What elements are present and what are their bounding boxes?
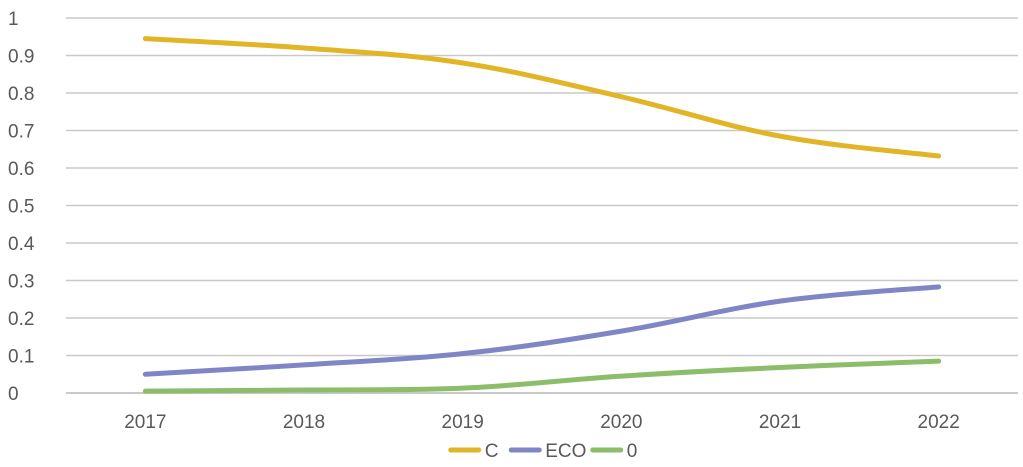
legend: C ECO 0 [448,441,638,462]
data-point [778,134,783,139]
data-point [143,389,148,394]
legend-item-0: 0 [590,441,638,462]
series-line-c [142,36,942,159]
series-c [142,36,942,159]
legend-label: ECO [545,441,586,462]
y-tick-label: 0.3 [8,272,34,293]
y-tick-label: 0.2 [8,309,34,330]
data-point [143,36,148,41]
x-tick-label: 2018 [283,412,325,433]
data-point [302,388,307,393]
x-tick-label: 2019 [442,412,484,433]
x-tick-label: 2020 [600,412,642,433]
data-point [936,359,941,364]
series-0 [142,358,942,394]
data-point [302,46,307,51]
data-point [936,284,941,289]
data-point [619,94,624,99]
data-point [460,386,465,391]
series-line-0 [142,358,942,394]
x-tick-label: 2017 [124,412,166,433]
series-line-eco [142,284,942,377]
y-tick-label: 0.7 [8,122,34,143]
y-tick-label: 0 [8,384,19,405]
legend-item-eco: ECO [508,441,586,462]
legend-label: C [485,441,499,462]
data-point [460,61,465,66]
y-tick-label: 0.8 [8,84,34,105]
y-tick-label: 1 [8,9,19,30]
y-axis: 0 0.1 0.2 0.3 0.4 0.5 0.6 0.7 0.8 0.9 1 [8,9,35,405]
legend-label: 0 [627,441,638,462]
data-point [619,374,624,379]
data-point [936,154,941,159]
y-tick-label: 0.9 [8,47,34,68]
y-tick-label: 0.4 [8,234,35,255]
data-point [302,362,307,367]
gridlines [66,17,1018,394]
y-tick-label: 0.6 [8,159,34,180]
plot-area [142,36,942,394]
data-point [143,372,148,377]
y-tick-label: 0.5 [8,197,34,218]
x-axis: 2017 2018 2019 2020 2021 2022 [124,412,960,433]
series-eco [142,284,942,377]
data-point [460,351,465,356]
x-tick-label: 2021 [759,412,801,433]
data-point [778,299,783,304]
y-tick-label: 0.1 [8,347,34,368]
legend-item-c: C [448,441,499,462]
data-point [778,365,783,370]
data-point [619,329,624,334]
x-tick-label: 2022 [918,412,960,433]
